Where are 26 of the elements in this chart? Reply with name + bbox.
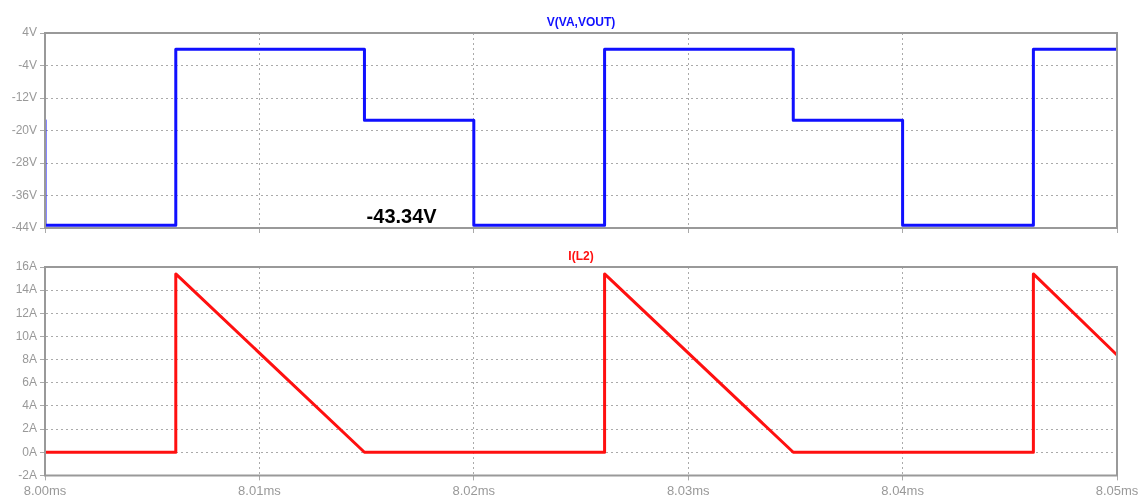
y-tick-label: -2A <box>18 467 37 482</box>
x-tick-label: 8.03ms <box>666 482 711 498</box>
annotation: -43.34V <box>366 204 438 227</box>
y-tick-label: 8A <box>22 351 37 366</box>
y-tick-label: 4A <box>22 398 37 413</box>
y-tick-label: 10A <box>15 328 37 343</box>
y-tick-label: -12V <box>11 90 37 105</box>
series-label: I(L2) <box>568 249 594 264</box>
y-tick-label: 14A <box>15 282 37 297</box>
y-tick-label: 2A <box>22 421 37 436</box>
x-tick-label: 8.02ms <box>452 482 496 498</box>
y-tick-label: 0A <box>22 444 37 459</box>
x-tick-label: 8.01ms <box>238 482 282 498</box>
y-tick-label: -20V <box>11 122 37 137</box>
y-tick-label: -28V <box>11 155 37 170</box>
series-label: V(VA,VOUT) <box>546 15 616 30</box>
x-tick-label: 8.00ms <box>23 482 67 498</box>
y-tick-label: 12A <box>15 305 37 320</box>
y-tick-label: 16A <box>15 259 37 274</box>
y-tick-label: 4V <box>22 25 37 40</box>
x-tick-label: 8.04ms <box>881 482 925 498</box>
y-tick-label: -36V <box>11 187 37 202</box>
y-tick-label: 6A <box>22 375 37 390</box>
y-tick-label: -4V <box>18 57 37 72</box>
y-tick-label: -44V <box>11 220 37 235</box>
x-tick-label: 8.05ms <box>1095 482 1139 498</box>
